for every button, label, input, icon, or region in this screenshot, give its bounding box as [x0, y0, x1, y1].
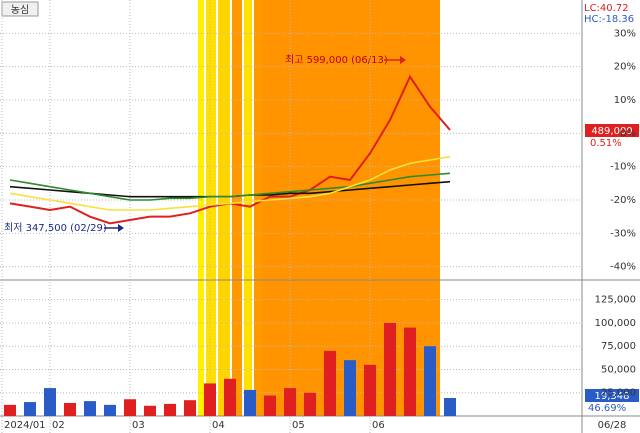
low-arrowhead — [118, 224, 124, 232]
y-tick-label: 125,000 — [595, 295, 636, 306]
volume-bar — [4, 404, 16, 416]
volume-bar — [284, 388, 296, 416]
volume-bar — [364, 364, 376, 416]
volume-bar — [144, 405, 156, 416]
y-tick-label: -40% — [610, 262, 636, 273]
x-tick-label: 2024/01 — [4, 420, 46, 431]
volume-bar — [24, 402, 36, 416]
x-tick-label: 05 — [292, 420, 305, 431]
low-annotation: 최저 347,500 (02/29) — [4, 222, 107, 234]
volume-bar — [124, 399, 136, 416]
volume-bar — [104, 404, 116, 416]
volume-bar — [84, 401, 96, 416]
high-annotation: 최고 599,000 (06/13) — [285, 54, 388, 66]
volume-bar — [184, 400, 196, 416]
price-line — [9, 172, 451, 201]
volume-bar — [44, 388, 56, 416]
price-label: 489,000 — [591, 126, 632, 137]
y-tick-label: -20% — [610, 195, 636, 206]
volume-bar — [264, 395, 276, 416]
x-tick-label: 02 — [52, 420, 65, 431]
y-tick-label: -10% — [610, 162, 636, 173]
end-date-label: 06/28 — [598, 420, 627, 431]
volume-bar — [424, 346, 436, 416]
y-tick-label: 20% — [614, 62, 636, 73]
lc-label: LC:40.72 — [584, 3, 629, 14]
volume-bar — [324, 350, 336, 416]
y-tick-label: 10% — [614, 95, 636, 106]
volume-box — [585, 389, 639, 402]
price-line — [9, 155, 451, 211]
volume-bar — [244, 389, 256, 416]
hc-label: HC:-18.36 — [584, 14, 634, 25]
chart-title: 농심 — [11, 4, 29, 16]
y-tick-label: 30% — [614, 28, 636, 39]
x-tick-label: 04 — [212, 420, 225, 431]
y-tick-label: 25,000 — [601, 388, 636, 399]
x-tick-label: 06 — [372, 420, 385, 431]
x-tick-label: 03 — [132, 420, 145, 431]
volume-bar — [444, 397, 456, 416]
change-label: 0.51% — [590, 138, 622, 149]
high-arrowhead — [400, 56, 406, 64]
volume-bar — [64, 402, 76, 416]
y-tick-label: 0% — [620, 128, 636, 139]
volume-label: 19,348 — [595, 391, 630, 402]
y-tick-label: 100,000 — [595, 318, 636, 329]
volume-bar — [224, 378, 236, 416]
volume-bar — [304, 392, 316, 416]
price-box — [585, 124, 639, 137]
volume-bar — [344, 360, 356, 416]
volume-bar — [164, 403, 176, 416]
y-tick-label: -30% — [610, 228, 636, 239]
volume-bar — [204, 383, 216, 416]
volume-bar — [384, 322, 396, 416]
y-tick-label: 75,000 — [601, 341, 636, 352]
volume-ratio-label: 46.69% — [588, 403, 626, 414]
y-tick-label: 50,000 — [601, 364, 636, 375]
volume-bar — [404, 327, 416, 416]
